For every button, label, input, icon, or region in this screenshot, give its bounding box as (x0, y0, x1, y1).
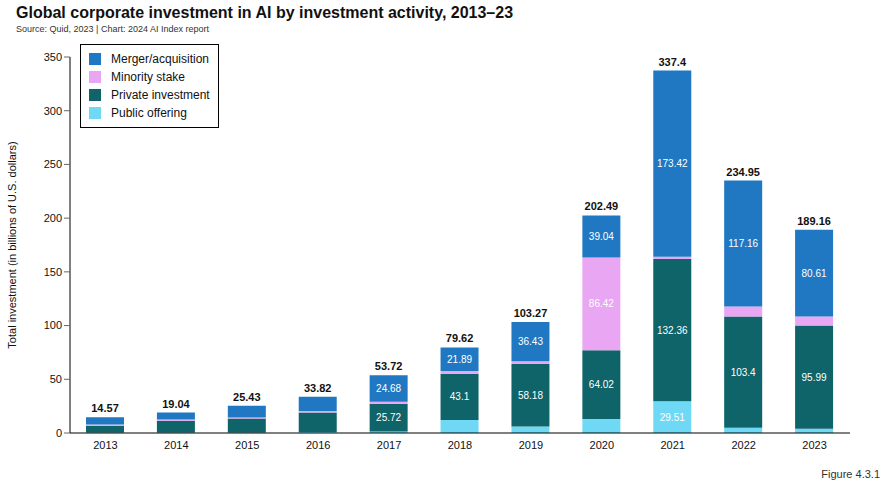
svg-text:2013: 2013 (93, 439, 117, 451)
svg-text:337.4: 337.4 (659, 56, 687, 68)
svg-text:2019: 2019 (519, 439, 543, 451)
svg-text:2014: 2014 (164, 439, 188, 451)
svg-text:29.51: 29.51 (660, 412, 685, 423)
svg-text:202.49: 202.49 (585, 200, 619, 212)
svg-text:58.18: 58.18 (518, 390, 543, 401)
svg-text:2018: 2018 (448, 439, 472, 451)
svg-text:39.04: 39.04 (589, 231, 614, 242)
svg-text:25.72: 25.72 (376, 412, 401, 423)
svg-text:117.16: 117.16 (728, 238, 758, 249)
html-text:Minority stake: Minority stake (111, 70, 185, 84)
svg-text:64.02: 64.02 (589, 379, 614, 390)
svg-text:25.43: 25.43 (233, 391, 261, 403)
svg-text:36.43: 36.43 (518, 336, 543, 347)
svg-text:53.72: 53.72 (375, 360, 403, 372)
html-text:Global corporate investment in: Global corporate investment in AI by inv… (16, 4, 514, 21)
html-text:Merger/acquisition: Merger/acquisition (111, 52, 209, 66)
svg-text:43.1: 43.1 (450, 391, 470, 402)
svg-text:200: 200 (44, 212, 62, 224)
svg-text:19.04: 19.04 (162, 398, 190, 410)
svg-text:24.68: 24.68 (376, 383, 401, 394)
svg-text:103.4: 103.4 (731, 367, 756, 378)
svg-text:79.62: 79.62 (446, 332, 474, 344)
svg-text:Total investment (in billions: Total investment (in billions of U.S. do… (8, 141, 18, 348)
svg-text:50: 50 (50, 373, 62, 385)
html-text:Figure 4.3.1: Figure 4.3.1 (821, 468, 880, 480)
svg-text:100: 100 (44, 319, 62, 331)
svg-text:2023: 2023 (802, 439, 826, 451)
svg-text:14.57: 14.57 (91, 402, 119, 414)
svg-text:103.27: 103.27 (514, 307, 548, 319)
svg-text:2022: 2022 (731, 439, 755, 451)
html-text:Public offering: Public offering (111, 106, 187, 120)
svg-text:86.42: 86.42 (589, 298, 614, 309)
svg-text:350: 350 (44, 51, 62, 63)
svg-text:2016: 2016 (306, 439, 330, 451)
svg-text:2020: 2020 (590, 439, 614, 451)
svg-text:250: 250 (44, 158, 62, 170)
svg-text:234.95: 234.95 (726, 166, 760, 178)
svg-text:2015: 2015 (235, 439, 259, 451)
svg-text:300: 300 (44, 105, 62, 117)
svg-text:132.36: 132.36 (657, 325, 688, 336)
svg-text:21.89: 21.89 (447, 354, 472, 365)
html-text:Source: Quid, 2023 | Chart: 20: Source: Quid, 2023 | Chart: 2024 AI Inde… (16, 24, 209, 34)
svg-text:0: 0 (56, 427, 62, 439)
html-text:Private investment: Private investment (111, 88, 210, 102)
svg-text:150: 150 (44, 266, 62, 278)
svg-text:80.61: 80.61 (802, 268, 827, 279)
svg-text:189.16: 189.16 (797, 215, 831, 227)
svg-text:2017: 2017 (377, 439, 401, 451)
svg-text:33.82: 33.82 (304, 382, 332, 394)
svg-text:95.99: 95.99 (802, 372, 827, 383)
svg-text:173.42: 173.42 (657, 158, 688, 169)
svg-text:2021: 2021 (660, 439, 684, 451)
